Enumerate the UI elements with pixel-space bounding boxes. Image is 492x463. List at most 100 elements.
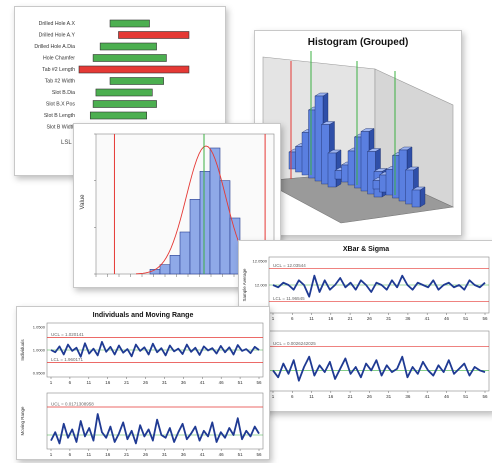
histogram-bar xyxy=(169,255,181,275)
x-tick-label: 16 xyxy=(328,316,334,321)
x-tick-label: 1 xyxy=(50,452,53,457)
x-tick-label: 1 xyxy=(50,380,53,385)
category-label: Tab #2 Width xyxy=(45,79,75,85)
x-tick-label: 36 xyxy=(181,380,187,385)
x-tick-label: 6 xyxy=(69,452,72,457)
x-tick-label: 36 xyxy=(405,316,411,321)
x-tick-label: 26 xyxy=(367,316,373,321)
x-tick-label: 31 xyxy=(162,380,168,385)
category-label: Drilled Hole A.X xyxy=(39,21,76,27)
tolerance-bar xyxy=(109,77,164,85)
category-label: Slot B Length xyxy=(44,113,75,119)
x-tick-label: 11 xyxy=(309,316,314,321)
histogram-bar xyxy=(179,231,191,275)
x-tick-label: 11 xyxy=(86,452,91,457)
x-tick-label: 41 xyxy=(425,394,431,399)
lsl-annotation: LSL xyxy=(61,140,72,146)
bar-front xyxy=(405,169,414,205)
x-tick-label: 6 xyxy=(291,316,294,321)
category-label: Hole Chamfer xyxy=(43,56,75,62)
y-tick-label: 0.9500 xyxy=(33,371,46,376)
x-tick-label: 31 xyxy=(386,394,392,399)
tolerance-bar xyxy=(92,54,167,62)
x-tick-label: 46 xyxy=(219,380,225,385)
category-label: Tab #2 Length xyxy=(42,67,75,73)
histogram-bar xyxy=(189,199,201,275)
category-label: Drilled Hole A.Dia xyxy=(34,44,75,50)
x-tick-label: 46 xyxy=(444,316,450,321)
x-tick-label: 16 xyxy=(105,452,111,457)
bar-side xyxy=(419,186,426,208)
x-tick-label: 36 xyxy=(405,394,411,399)
x-tick-label: 41 xyxy=(425,316,431,321)
x-tick-label: 11 xyxy=(86,380,91,385)
tolerance-bar xyxy=(92,100,157,108)
xbar-sigma-panel: XBar & Sigma UCL = 12.03544 LCL = 11.9654… xyxy=(238,240,492,412)
x-tick-label: 56 xyxy=(256,380,262,385)
panel-y-label: Individuals xyxy=(20,339,25,361)
individuals-moving-range-chart: Individuals and Moving Range UCL = 1.020… xyxy=(20,312,264,457)
x-tick-label: 56 xyxy=(482,394,488,399)
histogram-bar xyxy=(199,171,211,275)
x-tick-label: 1 xyxy=(272,394,275,399)
panel-area xyxy=(268,330,490,392)
x-tick-label: 51 xyxy=(463,316,469,321)
grouped-histogram-panel: Histogram (Grouped) xyxy=(254,30,462,236)
x-tick-label: 16 xyxy=(105,380,111,385)
series-line xyxy=(50,413,260,445)
x-tick-label: 56 xyxy=(256,452,262,457)
xbar-sigma-chart: XBar & Sigma UCL = 12.03544 LCL = 11.9654… xyxy=(242,246,490,399)
category-label: Drilled Hole A.Y xyxy=(39,33,76,39)
tolerance-bar xyxy=(118,31,190,39)
histogram-y-label: Value xyxy=(80,194,86,210)
tolerance-bar xyxy=(109,19,150,28)
histogram-bar xyxy=(209,147,221,275)
x-tick-label: 1 xyxy=(272,316,275,321)
x-tick-label: 11 xyxy=(309,394,314,399)
x-tick-label: 56 xyxy=(482,316,488,321)
x-tick-label: 21 xyxy=(124,380,130,385)
x-tick-label: 21 xyxy=(124,452,130,457)
individuals-moving-range-title: Individuals and Moving Range xyxy=(93,312,194,319)
series-line xyxy=(272,355,486,382)
x-tick-label: 26 xyxy=(367,394,373,399)
lcl-label: LCL = 11.96545 xyxy=(273,296,305,301)
x-tick-label: 31 xyxy=(386,316,392,321)
x-tick-label: 6 xyxy=(291,394,294,399)
series-line xyxy=(50,341,260,358)
ucl-label: UCL = 1.020141 xyxy=(51,332,84,337)
bar-front xyxy=(411,189,421,208)
category-label: Slot B.X Pos xyxy=(46,102,76,108)
xbar-sigma-title: XBar & Sigma xyxy=(343,246,389,253)
x-tick-label: 6 xyxy=(69,380,72,385)
bar-front xyxy=(327,152,337,188)
x-tick-label: 51 xyxy=(238,452,244,457)
category-label: Slot B Width xyxy=(46,125,75,131)
y-tick-label: 12.0500 xyxy=(253,259,268,264)
x-tick-label: 46 xyxy=(219,452,225,457)
y-tick-label: 12.000 xyxy=(255,283,268,288)
y-tick-label: 1.0000 xyxy=(33,348,46,353)
x-tick-label: 46 xyxy=(444,394,450,399)
panel-area xyxy=(46,392,264,450)
panel-y-label: Moving Range xyxy=(20,406,25,436)
ucl-label: UCL = 12.03544 xyxy=(273,263,306,268)
individuals-moving-range-panel: Individuals and Moving Range UCL = 1.020… xyxy=(16,306,270,460)
ucl-label: UCL = 0.0171308958 xyxy=(51,402,94,407)
tolerance-bar xyxy=(89,111,147,120)
histogram-bar xyxy=(159,264,171,275)
x-tick-label: 41 xyxy=(200,452,206,457)
x-tick-label: 21 xyxy=(348,394,354,399)
y-tick-label: 1.0500 xyxy=(33,325,46,330)
lcl-label: LCL = 1.960171 xyxy=(51,357,83,362)
x-tick-label: 16 xyxy=(328,394,334,399)
histogram-panel: Value xyxy=(73,123,281,288)
x-tick-label: 41 xyxy=(200,380,206,385)
x-tick-label: 31 xyxy=(162,452,168,457)
x-tick-label: 21 xyxy=(348,316,354,321)
category-label: Slot B.Dia xyxy=(52,90,75,96)
x-tick-label: 26 xyxy=(143,380,149,385)
tolerance-bar xyxy=(99,42,157,51)
tolerance-bar xyxy=(78,65,190,74)
grouped-histogram-title: Histogram (Grouped) xyxy=(308,37,409,48)
